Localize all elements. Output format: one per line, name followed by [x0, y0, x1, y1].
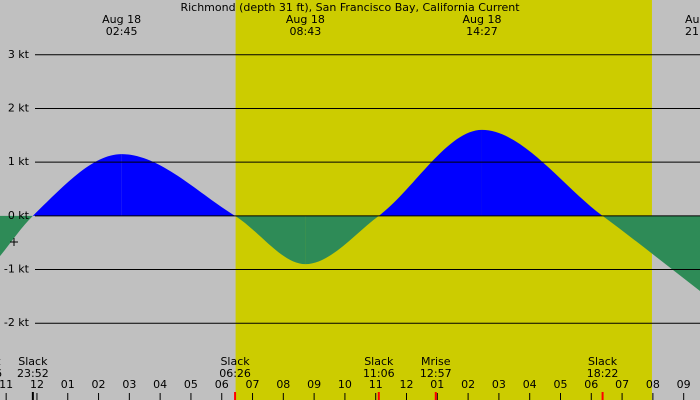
x-tick-label: 03 — [122, 378, 136, 391]
y-tick-label: -2 kt — [4, 316, 30, 329]
top-date: Aug — [685, 13, 700, 26]
top-date: Aug 18 — [286, 13, 325, 26]
current-area — [378, 129, 482, 216]
top-time: 14:27 — [466, 25, 498, 38]
current-area — [602, 215, 700, 292]
x-tick-label: 12 — [30, 378, 44, 391]
x-tick-label: 10 — [338, 378, 352, 391]
event-time: 06:26 — [219, 367, 251, 380]
x-tick-label: 05 — [184, 378, 198, 391]
top-time: 02:45 — [106, 25, 138, 38]
event-name: Slack — [588, 355, 618, 368]
chart-title: Richmond (depth 31 ft), San Francisco Ba… — [180, 1, 520, 14]
y-tick-label: 0 kt — [8, 209, 30, 222]
x-tick-label: 04 — [523, 378, 537, 391]
event-name: Slack — [220, 355, 250, 368]
current-area — [0, 215, 33, 257]
x-tick-label: 11 — [0, 378, 13, 391]
event-time: 11:06 — [363, 367, 395, 380]
current-area — [305, 215, 379, 265]
top-time: 21: — [685, 25, 700, 38]
current-area — [121, 154, 236, 216]
x-tick-label: 06 — [584, 378, 598, 391]
x-tick-label: 06 — [215, 378, 229, 391]
top-date: Aug 18 — [462, 13, 501, 26]
x-tick-label: 02 — [92, 378, 106, 391]
y-tick-label: 3 kt — [8, 48, 30, 61]
top-date: Aug 18 — [102, 13, 141, 26]
event-time: 12:57 — [420, 367, 452, 380]
x-tick-label: 09 — [307, 378, 321, 391]
x-tick-label: 12 — [400, 378, 414, 391]
x-tick-label: 09 — [677, 378, 691, 391]
x-tick-label: 11 — [369, 378, 383, 391]
top-time: 08:43 — [290, 25, 322, 38]
x-tick-label: 04 — [153, 378, 167, 391]
y-tick-label: -1 kt — [4, 263, 30, 276]
event-time: 23:52 — [17, 367, 49, 380]
event-name: Slack — [364, 355, 394, 368]
x-tick-label: 05 — [553, 378, 567, 391]
x-tick-label: 01 — [61, 378, 75, 391]
x-tick-label: 08 — [276, 378, 290, 391]
y-tick-label: 1 kt — [8, 155, 30, 168]
event-time: 18:22 — [587, 367, 619, 380]
x-tick-label: 07 — [246, 378, 260, 391]
event-name: Mrise — [421, 355, 451, 368]
x-tick-label: 01 — [430, 378, 444, 391]
event-name: Slack — [18, 355, 48, 368]
x-tick-label: 03 — [492, 378, 506, 391]
x-tick-label: 02 — [461, 378, 475, 391]
y-tick-label: 2 kt — [8, 101, 30, 114]
current-area — [32, 154, 122, 216]
x-tick-label: 08 — [646, 378, 660, 391]
x-tick-label: 07 — [615, 378, 629, 391]
plus-marker — [10, 238, 18, 246]
current-area — [235, 215, 306, 265]
event-time: 6 — [0, 367, 2, 380]
current-area — [481, 129, 603, 216]
